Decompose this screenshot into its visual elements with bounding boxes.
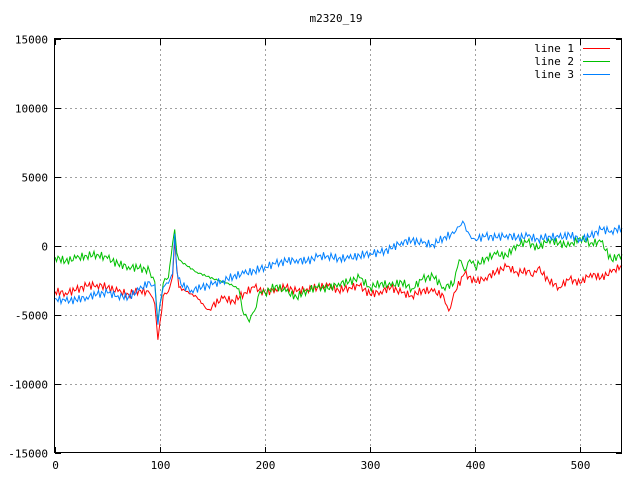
y-tick-label: 10000 xyxy=(15,103,48,116)
legend-label: line 2 xyxy=(534,55,574,68)
legend-label: line 1 xyxy=(534,42,574,55)
series-line-3 xyxy=(54,220,623,325)
y-tick-label: 15000 xyxy=(15,34,48,47)
y-tick-label: -5000 xyxy=(15,310,48,323)
y-tick-label: -15000 xyxy=(8,448,48,461)
series-layer xyxy=(54,220,623,340)
series-line-2 xyxy=(54,229,623,324)
x-tick-label: 100 xyxy=(151,459,171,472)
axis-ticks: 0 100 200 300 400 500 -15000 -10000 -5000 0 5000 10… xyxy=(8,34,622,472)
series-line-1 xyxy=(54,240,623,340)
chart-title: m2320_19 xyxy=(310,12,363,25)
grid xyxy=(55,39,622,453)
plot-frame xyxy=(54,38,622,453)
y-tick-label: -10000 xyxy=(8,379,48,392)
x-tick-label: 0 xyxy=(52,459,59,472)
x-tick-label: 500 xyxy=(571,459,591,472)
x-tick-label: 200 xyxy=(256,459,276,472)
y-tick-label: 5000 xyxy=(22,172,49,185)
legend-label: line 3 xyxy=(534,68,574,81)
y-tick-label: 0 xyxy=(41,241,48,254)
x-tick-label: 400 xyxy=(466,459,486,472)
x-tick-label: 300 xyxy=(361,459,381,472)
